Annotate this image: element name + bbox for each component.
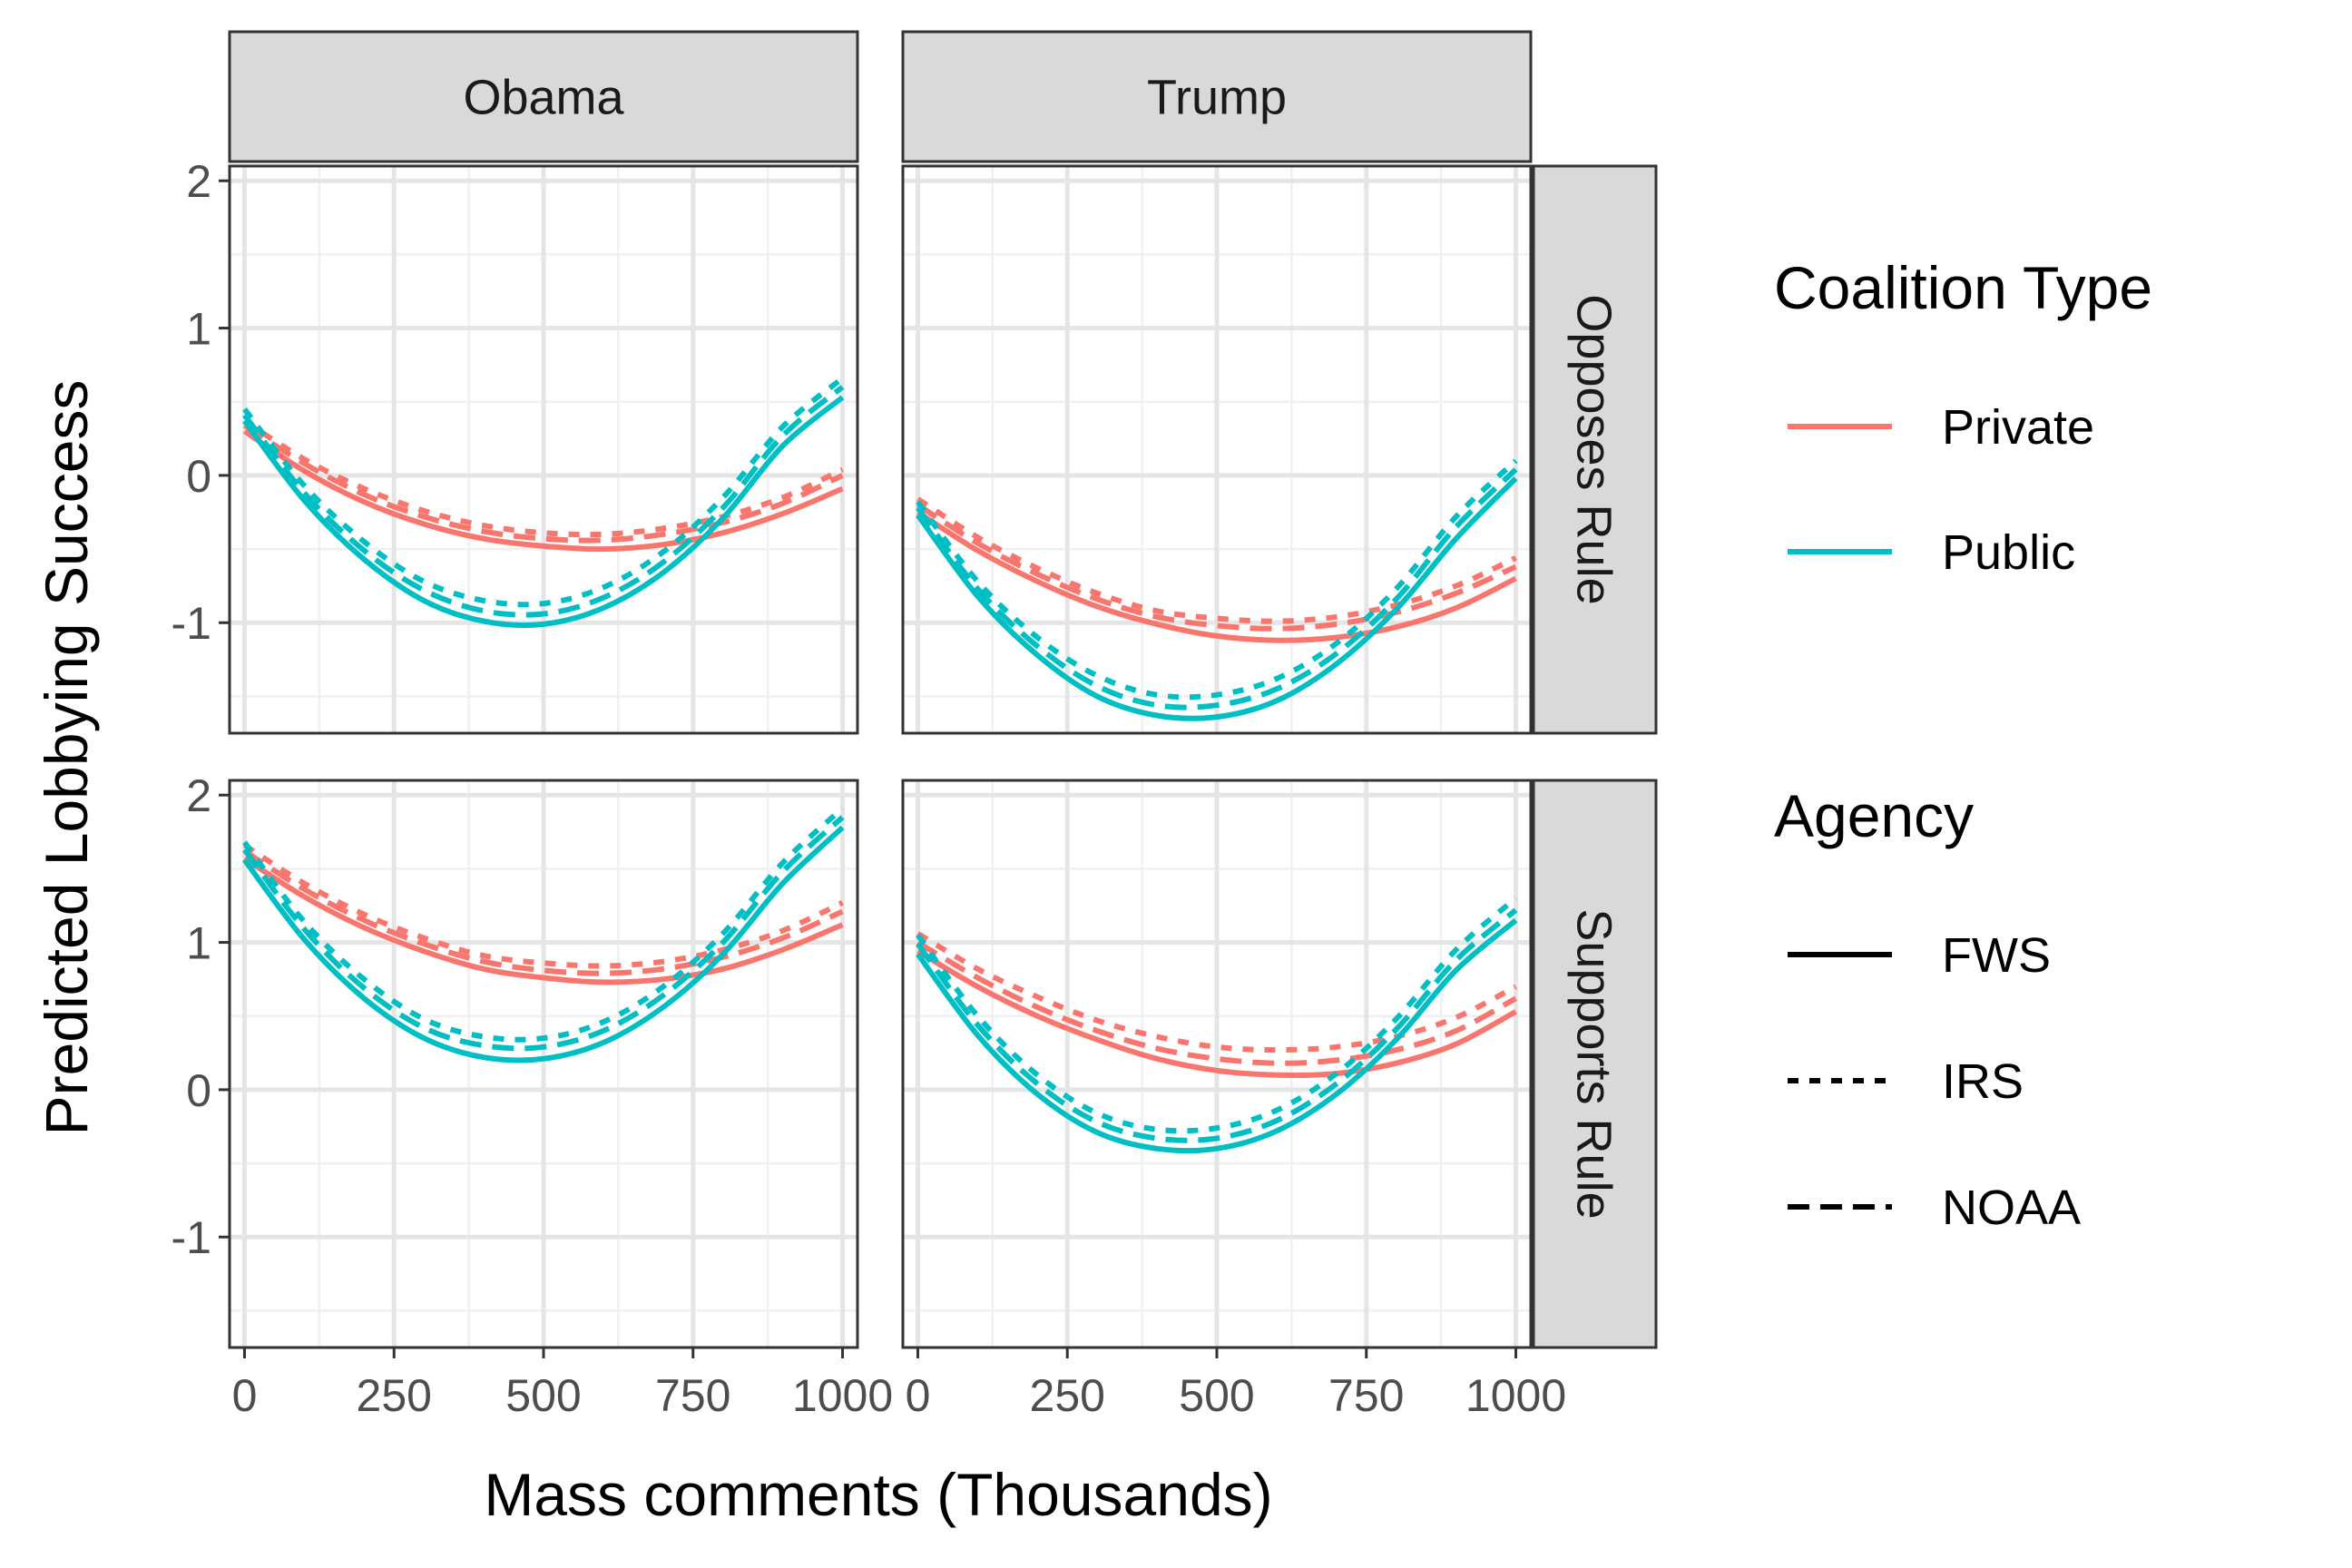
series-line-private-irs xyxy=(242,842,844,969)
x-tick-label: 500 xyxy=(505,1370,581,1421)
series-lines xyxy=(242,376,845,629)
facet-strip-label: Supports Rule xyxy=(1567,908,1622,1219)
series-line-public-fws xyxy=(916,476,1518,721)
y-tick-label: 2 xyxy=(186,770,211,821)
y-tick-label: -1 xyxy=(172,1212,211,1263)
legend-label-fws: FWS xyxy=(1942,928,2051,983)
panel-obama-supports-rule xyxy=(228,779,859,1349)
series-line-public-noaa xyxy=(916,467,1518,710)
panels-layer xyxy=(228,164,1533,1349)
x-tick-label: 1000 xyxy=(1465,1370,1566,1421)
series-line-private-noaa xyxy=(916,502,1517,632)
facet-strip-bg xyxy=(228,30,859,163)
legend-title-agency: Agency xyxy=(1774,782,1974,849)
y-axis-supports-rule: -1 0 1 2 xyxy=(172,770,230,1263)
series-line-private-irs xyxy=(916,931,1517,1054)
facet-strip-trump: Trump xyxy=(901,30,1533,163)
panel-trump-supports-rule xyxy=(901,779,1533,1349)
x-tick-label: 250 xyxy=(1030,1370,1105,1421)
y-tick-label: 0 xyxy=(186,451,211,502)
series-line-private-noaa xyxy=(242,848,844,976)
x-axis-trump: 0 250 500 750 1000 xyxy=(906,1348,1566,1421)
series-line-private-fws xyxy=(242,856,844,985)
series-line-public-irs xyxy=(242,806,845,1043)
series-line-private-irs xyxy=(242,418,844,538)
y-axis-title: Predicted Lobbying Success xyxy=(33,380,100,1136)
series-lines xyxy=(242,806,845,1063)
series-line-private-noaa xyxy=(242,423,844,544)
legend: Coalition Type Private Public Agency FWS… xyxy=(1774,254,2152,1235)
series-line-public-noaa xyxy=(242,385,845,618)
series-line-public-irs xyxy=(242,376,845,608)
y-tick-label: 1 xyxy=(186,304,211,355)
legend-title-coalition: Coalition Type xyxy=(1774,254,2152,321)
y-axis-opposes-rule: -1 0 1 2 xyxy=(172,156,230,649)
grid xyxy=(903,780,1531,1348)
x-tick-label: 250 xyxy=(357,1370,432,1421)
facet-strip-label: Obama xyxy=(463,71,624,125)
facet-strip-obama: Obama xyxy=(228,30,859,163)
facet-strip-label: Trump xyxy=(1147,71,1287,125)
series-line-public-fws xyxy=(242,395,845,629)
series-line-private-fws xyxy=(916,509,1517,643)
y-tick-label: -1 xyxy=(172,598,211,649)
y-tick-label: 0 xyxy=(186,1065,211,1116)
facet-strip-supports-rule: Supports Rule xyxy=(1532,779,1658,1349)
series-line-private-noaa xyxy=(916,940,1517,1066)
facet-strip-bg xyxy=(901,30,1533,163)
y-tick-label: 2 xyxy=(186,156,211,207)
panel-obama-opposes-rule xyxy=(228,164,859,735)
x-tick-label: 0 xyxy=(232,1370,258,1421)
facet-strip-bg xyxy=(1532,779,1658,1349)
legend-label-noaa: NOAA xyxy=(1942,1181,2081,1235)
legend-label-private: Private xyxy=(1942,400,2094,455)
panel-trump-opposes-rule xyxy=(901,164,1533,735)
grid xyxy=(903,166,1531,733)
x-tick-label: 750 xyxy=(1328,1370,1404,1421)
series-line-private-fws xyxy=(916,948,1517,1078)
series-line-public-fws xyxy=(916,917,1518,1154)
x-tick-label: 750 xyxy=(655,1370,730,1421)
x-tick-label: 500 xyxy=(1179,1370,1254,1421)
x-axis-obama: 0 250 500 750 1000 xyxy=(232,1348,893,1421)
grid xyxy=(230,166,858,733)
strips-layer: Obama Trump Opposes Rule Supports Rule xyxy=(228,30,1658,1349)
series-line-public-irs xyxy=(916,458,1518,701)
series-line-public-fws xyxy=(242,825,845,1063)
facet-strip-label: Opposes Rule xyxy=(1567,294,1622,604)
x-tick-label: 1000 xyxy=(792,1370,893,1421)
series-line-public-noaa xyxy=(242,815,845,1052)
series-line-public-irs xyxy=(916,896,1518,1134)
x-axis-title: Mass comments (Thousands) xyxy=(484,1461,1272,1528)
y-tick-label: 1 xyxy=(186,918,211,969)
panel-border xyxy=(228,164,859,735)
grid xyxy=(230,780,858,1348)
facet-strip-opposes-rule: Opposes Rule xyxy=(1532,164,1658,735)
series-line-public-noaa xyxy=(916,907,1518,1143)
series-lines xyxy=(916,896,1518,1154)
series-line-private-fws xyxy=(242,428,844,553)
axes-layer: -1 0 1 2 -1 0 1 2 0 250 500 750 1000 0 250 500 750 1000 xyxy=(172,156,1567,1421)
x-tick-label: 0 xyxy=(906,1370,931,1421)
legend-label-public: Public xyxy=(1942,525,2075,580)
series-lines xyxy=(916,458,1518,721)
facet-strip-bg xyxy=(1532,164,1658,735)
series-line-private-irs xyxy=(916,496,1517,624)
legend-label-irs: IRS xyxy=(1942,1054,2024,1109)
panel-border xyxy=(901,164,1533,735)
